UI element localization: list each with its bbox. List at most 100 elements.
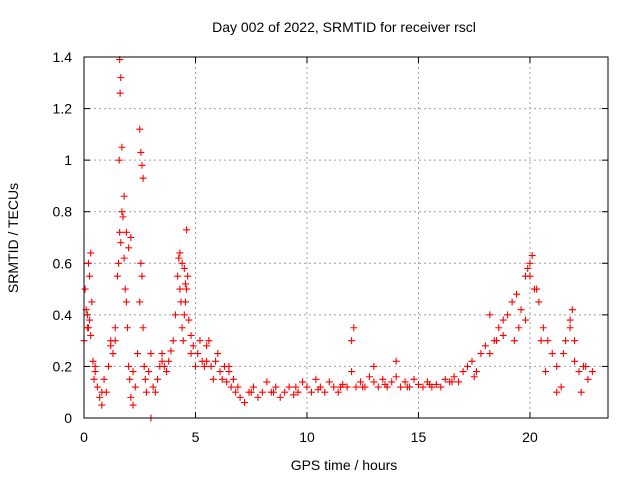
data-point xyxy=(209,375,217,383)
data-point xyxy=(178,324,186,332)
data-point xyxy=(553,362,561,370)
data-point xyxy=(120,192,128,200)
data-point xyxy=(559,350,567,358)
data-point xyxy=(388,378,396,386)
data-point xyxy=(374,383,382,391)
data-point xyxy=(87,249,95,257)
data-point xyxy=(537,337,545,345)
data-point xyxy=(187,331,195,339)
data-point xyxy=(379,375,387,383)
y-tick-label: 0.2 xyxy=(53,358,73,374)
data-point xyxy=(180,311,188,319)
data-point xyxy=(118,143,126,151)
data-point xyxy=(468,357,476,365)
data-point xyxy=(314,386,322,394)
data-point xyxy=(352,383,360,391)
data-point xyxy=(426,380,434,388)
data-point xyxy=(84,324,92,332)
data-point xyxy=(181,280,189,288)
y-tick-label: 1 xyxy=(64,152,72,168)
y-tick-label: 0.4 xyxy=(53,307,73,323)
data-point xyxy=(184,272,192,280)
data-point xyxy=(470,373,478,381)
data-point xyxy=(181,298,189,306)
data-point xyxy=(571,357,579,365)
y-tick-label: 0 xyxy=(64,410,72,426)
data-point xyxy=(149,383,157,391)
data-point xyxy=(455,378,463,386)
data-point xyxy=(477,350,485,358)
data-point xyxy=(513,290,521,298)
data-point xyxy=(450,373,458,381)
data-point xyxy=(577,388,585,396)
data-point xyxy=(139,174,147,182)
data-point xyxy=(87,331,95,339)
data-point xyxy=(145,368,153,376)
data-point xyxy=(401,378,409,386)
data-point xyxy=(121,285,129,293)
data-point xyxy=(169,337,177,345)
data-point xyxy=(571,337,579,345)
data-point xyxy=(115,156,123,164)
data-point xyxy=(158,350,166,358)
data-point xyxy=(232,388,240,396)
data-point xyxy=(254,393,262,401)
data-point xyxy=(370,362,378,370)
data-point xyxy=(557,383,565,391)
data-point xyxy=(521,272,529,280)
data-point xyxy=(270,388,278,396)
data-point xyxy=(120,254,128,262)
data-point xyxy=(312,375,320,383)
data-point xyxy=(562,337,570,345)
data-point xyxy=(521,316,529,324)
data-point xyxy=(548,350,556,358)
data-point xyxy=(191,362,199,370)
data-point xyxy=(200,362,208,370)
data-point xyxy=(241,399,249,407)
data-point xyxy=(116,228,124,236)
data-point xyxy=(236,393,244,401)
data-point xyxy=(321,388,329,396)
data-point xyxy=(86,316,94,324)
x-tick-label: 5 xyxy=(192,429,200,445)
data-point xyxy=(325,378,333,386)
data-point xyxy=(158,357,166,365)
data-point xyxy=(553,388,561,396)
x-tick-label: 15 xyxy=(411,429,427,445)
data-point xyxy=(432,380,440,388)
data-point xyxy=(410,375,418,383)
data-point xyxy=(163,368,171,376)
data-point xyxy=(223,378,231,386)
data-point xyxy=(196,337,204,345)
data-point xyxy=(403,383,411,391)
data-point xyxy=(123,324,131,332)
data-point xyxy=(176,249,184,257)
data-point xyxy=(91,362,99,370)
data-point xyxy=(499,316,507,324)
data-point xyxy=(486,350,494,358)
data-point xyxy=(539,324,547,332)
data-point xyxy=(528,252,536,260)
data-point xyxy=(290,391,298,399)
data-point xyxy=(180,264,188,272)
data-point xyxy=(535,298,543,306)
data-point xyxy=(167,347,175,355)
data-point xyxy=(448,378,456,386)
data-point xyxy=(249,383,257,391)
data-point xyxy=(419,383,427,391)
data-point xyxy=(336,383,344,391)
data-point xyxy=(137,148,145,156)
data-point xyxy=(84,259,92,267)
data-point xyxy=(136,125,144,133)
data-point xyxy=(218,375,226,383)
data-point xyxy=(127,234,135,241)
data-point xyxy=(459,368,467,376)
data-point xyxy=(584,375,592,383)
data-point xyxy=(510,337,518,345)
data-point xyxy=(481,342,489,350)
data-point xyxy=(234,383,242,391)
data-point xyxy=(160,362,168,370)
data-point xyxy=(441,375,449,383)
data-point xyxy=(151,388,159,396)
